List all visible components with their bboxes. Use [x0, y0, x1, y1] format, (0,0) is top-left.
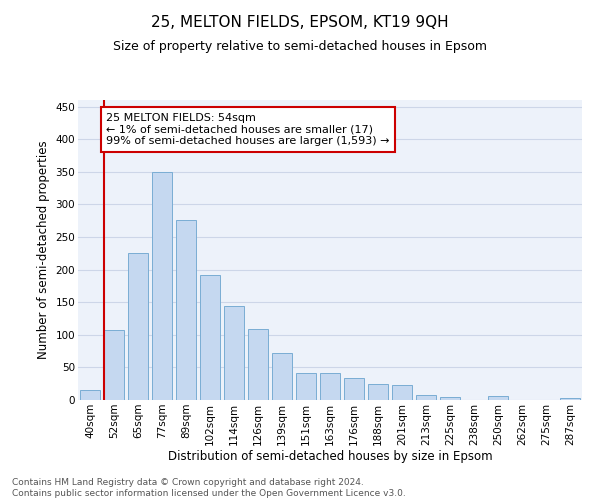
- Bar: [200, 276, 220, 400]
- Bar: [80, 390, 100, 400]
- Bar: [248, 329, 268, 400]
- Text: 25, MELTON FIELDS, EPSOM, KT19 9QH: 25, MELTON FIELDS, EPSOM, KT19 9QH: [151, 15, 449, 30]
- Bar: [128, 254, 148, 400]
- Bar: [152, 172, 172, 400]
- Bar: [440, 396, 460, 400]
- Bar: [488, 396, 508, 400]
- Bar: [368, 384, 388, 400]
- Bar: [272, 353, 292, 400]
- Bar: [104, 330, 124, 400]
- Bar: [176, 220, 196, 400]
- Text: Size of property relative to semi-detached houses in Epsom: Size of property relative to semi-detach…: [113, 40, 487, 53]
- Bar: [320, 374, 340, 400]
- X-axis label: Distribution of semi-detached houses by size in Epsom: Distribution of semi-detached houses by …: [167, 450, 493, 464]
- Text: Contains HM Land Registry data © Crown copyright and database right 2024.
Contai: Contains HM Land Registry data © Crown c…: [12, 478, 406, 498]
- Bar: [560, 398, 580, 400]
- Y-axis label: Number of semi-detached properties: Number of semi-detached properties: [37, 140, 50, 360]
- Bar: [224, 306, 244, 400]
- Bar: [296, 374, 316, 400]
- Bar: [416, 395, 436, 400]
- Bar: [344, 378, 364, 400]
- Bar: [392, 385, 412, 400]
- Text: 25 MELTON FIELDS: 54sqm
← 1% of semi-detached houses are smaller (17)
99% of sem: 25 MELTON FIELDS: 54sqm ← 1% of semi-det…: [106, 113, 390, 146]
